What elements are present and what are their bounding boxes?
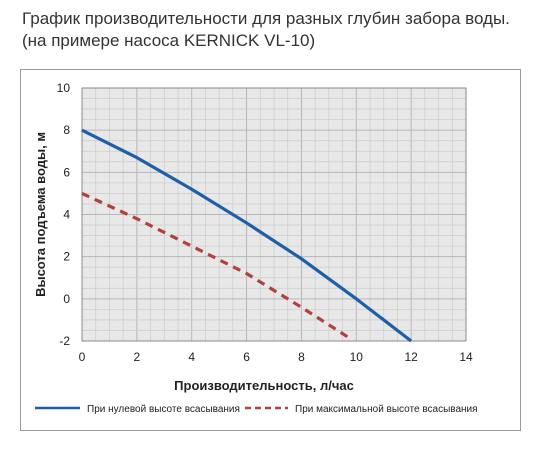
- y-tick-label: 0: [63, 292, 70, 306]
- y-axis-title: Высота подъема воды, м: [33, 132, 48, 297]
- y-tick-label: 2: [63, 250, 70, 264]
- plot-frame: [81, 87, 467, 342]
- y-tick-label: 10: [57, 81, 71, 95]
- x-tick-label: 8: [298, 350, 305, 364]
- tick-labels: 0 2 4 6 8 10 12 14 -2 0 2 4 6 8 10: [57, 81, 473, 364]
- y-tick-label: 4: [63, 208, 70, 222]
- x-tick-label: 10: [350, 350, 364, 364]
- axis-titles: Производительность, л/час Высота подъема …: [33, 132, 354, 393]
- legend-item-zero-suction: При нулевой высоте всасывания: [87, 404, 240, 415]
- series-line-max-suction: [81, 191, 352, 341]
- legend-item-max-suction: При максимальной высоте всасывания: [295, 404, 478, 415]
- x-tick-label: 4: [188, 350, 195, 364]
- x-tick-label: 2: [134, 350, 141, 364]
- chart-title-line-1: График производительности для разных глу…: [22, 9, 510, 28]
- x-tick-label: 14: [459, 350, 473, 364]
- chart-title: График производительности для разных глу…: [22, 8, 510, 52]
- y-tick-label: -2: [59, 334, 70, 348]
- series-layer: [81, 128, 413, 343]
- grid: [81, 87, 467, 342]
- legend: При нулевой высоте всасывания При максима…: [35, 404, 478, 415]
- x-axis-title: Производительность, л/час: [174, 378, 354, 393]
- x-tick-label: 12: [404, 350, 418, 364]
- series-line-zero-suction: [81, 128, 413, 343]
- y-tick-label: 8: [63, 123, 70, 137]
- chart-title-line-2: (на примере насоса KERNICK VL-10): [22, 31, 316, 50]
- x-tick-label: 6: [243, 350, 250, 364]
- y-tick-label: 6: [63, 165, 70, 179]
- x-tick-label: 0: [79, 350, 86, 364]
